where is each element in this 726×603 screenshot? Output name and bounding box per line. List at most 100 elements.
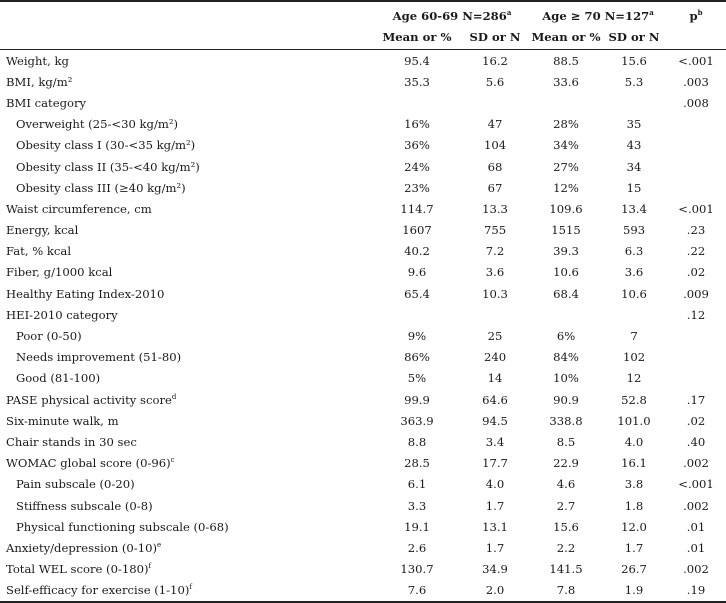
group2-mean-cell: [530, 92, 602, 113]
group2-mean-cell: 2.2: [556, 540, 576, 555]
group1-mean-cell: 95.4: [404, 53, 430, 68]
group2-sd-cell: 34: [626, 159, 642, 174]
p-value-cell: .002: [683, 498, 709, 513]
p-value-cell: .002: [683, 456, 709, 471]
group2-mean-cell: 10%: [553, 371, 579, 386]
row-label-text: Six-minute walk, m: [6, 413, 119, 428]
row-label: Energy, kcal: [0, 220, 374, 241]
group1-mean-cell: 5%: [407, 371, 427, 386]
table-row: Fat, % kcal 40.2 7.2 39.3 6.3 .22: [0, 241, 726, 262]
group2-mean-cell: 90.9: [553, 392, 579, 407]
group1-sd-cell: 47: [487, 117, 503, 132]
table-row: Self-efficacy for exercise (1-10)f 7.6 2.0…: [0, 579, 726, 603]
row-label-text: Pain subscale (0-20): [16, 477, 135, 492]
row-label-text: Fiber, g/1000 kcal: [6, 265, 113, 280]
table-row: Good (81-100) 5% 14 10% 12: [0, 368, 726, 389]
group1-mean-cell: 6.1: [407, 477, 427, 492]
row-label-text: WOMAC global score (0-96): [6, 456, 171, 471]
group1-sd-cell: 34.9: [482, 562, 508, 577]
group1-sd-cell: 3.4: [485, 434, 505, 449]
group1-mean-cell: 40.2: [404, 244, 430, 259]
group2-sd-cell: 7: [630, 329, 638, 344]
table-row: Pain subscale (0-20) 6.1 4.0 4.6 3.8 <.001: [0, 474, 726, 495]
group2-sd-cell: 6.3: [624, 244, 644, 259]
row-label-text: Self-efficacy for exercise (1-10): [6, 583, 190, 598]
group2-mean-cell: 2.7: [556, 498, 576, 513]
group1-mean-header: Mean or %: [374, 27, 460, 50]
row-label: PASE physical activity scored: [0, 389, 374, 410]
group2-sd-cell: 593: [622, 223, 646, 238]
row-label-footnote: e: [157, 541, 162, 550]
group2-sd-cell: 35: [626, 117, 642, 132]
row-label: Weight, kg: [0, 50, 374, 72]
p-value-header-label: p: [689, 9, 698, 23]
group1-sd-cell: 10.3: [482, 286, 508, 301]
group1-mean-cell: 9.6: [407, 265, 427, 280]
row-label-text: Obesity class II (35-<40 kg/m²): [16, 159, 200, 174]
p-value-cell: .009: [683, 286, 709, 301]
group1-mean-cell: [374, 304, 460, 325]
row-label-text: PASE physical activity score: [6, 392, 172, 407]
group1-sd-cell: 104: [483, 138, 507, 153]
group1-mean-cell: 19.1: [404, 519, 430, 534]
group2-sd-cell: 1.9: [602, 579, 667, 603]
group1-mean-cell: 3.3: [407, 498, 427, 513]
table-row: PASE physical activity scored 99.9 64.6 90.…: [0, 389, 726, 410]
group1-mean-cell: 35.3: [404, 74, 430, 89]
group1-sd-cell: 68: [487, 159, 503, 174]
group2-sd-cell: [602, 304, 666, 325]
table-row: Stiffness subscale (0-8) 3.3 1.7 2.7 1.8 .002: [0, 495, 726, 516]
row-label-text: HEI-2010 category: [6, 307, 118, 322]
group2-mean-cell: 15.6: [553, 519, 579, 534]
table-row: Obesity class II (35-<40 kg/m²) 24% 68 27% 3…: [0, 156, 726, 177]
group2-sd-cell: 5.3: [624, 74, 644, 89]
group2-sd-cell: 16.1: [621, 456, 647, 471]
row-label-text: Weight, kg: [6, 53, 69, 68]
p-value-cell: [666, 156, 726, 177]
group1-mean-cell: 9%: [407, 329, 427, 344]
group1-mean-cell: [374, 92, 460, 113]
p-value-cell: <.001: [678, 477, 714, 492]
group2-mean-cell: 22.9: [553, 456, 579, 471]
group1-sd-cell: 5.6: [485, 74, 505, 89]
row-label: Fat, % kcal: [0, 241, 374, 262]
table-row: BMI category .008: [0, 92, 726, 113]
group1-sd-cell: 64.6: [482, 392, 508, 407]
table-row: Physical functioning subscale (0-68) 19.1…: [0, 516, 726, 537]
group2-mean-cell: 39.3: [553, 244, 579, 259]
group2-sd-header: SD or N: [602, 27, 667, 50]
row-label: BMI, kg/m²: [0, 71, 374, 92]
group1-sd-cell: 16.2: [482, 53, 508, 68]
group1-sd-cell: 1.7: [485, 540, 505, 555]
p-value-cell: .22: [686, 244, 706, 259]
group1-sd-header: SD or N: [460, 27, 531, 50]
group1-mean-cell: 28.5: [404, 456, 430, 471]
p-value-cell: .23: [686, 223, 706, 238]
group2-sd-cell: 1.8: [624, 498, 644, 513]
row-label-text: Good (81-100): [16, 371, 101, 386]
row-label: Physical functioning subscale (0-68): [0, 516, 374, 537]
row-label-text: BMI category: [6, 95, 87, 110]
p-value-cell: [666, 177, 726, 198]
group2-mean-cell: 7.8: [530, 579, 603, 603]
group1-mean-cell: 2.6: [407, 540, 427, 555]
group2-mean-cell: 4.6: [556, 477, 576, 492]
p-value-cell: .19: [666, 579, 726, 603]
group1-sd-cell: 13.1: [482, 519, 508, 534]
group2-mean-cell: 84%: [553, 350, 579, 365]
row-label: Obesity class II (35-<40 kg/m²): [0, 156, 374, 177]
group2-sd-cell: 102: [622, 350, 646, 365]
table-row: Overweight (25-<30 kg/m²) 16% 47 28% 35: [0, 114, 726, 135]
row-label-text: Physical functioning subscale (0-68): [16, 519, 229, 534]
row-label: Anxiety/depression (0-10)e: [0, 537, 374, 558]
p-value-cell: [666, 368, 726, 389]
p-value-cell: <.001: [678, 201, 714, 216]
group1-sd-cell: 17.7: [482, 456, 508, 471]
row-label-footnote: c: [170, 456, 175, 465]
p-value-cell: [666, 114, 726, 135]
group2-sd-cell: 3.8: [624, 477, 644, 492]
table-row: Energy, kcal 1607 755 1515 593 .23: [0, 220, 726, 241]
row-label-text: Anxiety/depression (0-10): [6, 540, 158, 555]
row-label-text: Healthy Eating Index-2010: [6, 286, 165, 301]
table-row: WOMAC global score (0-96)c 28.5 17.7 22.9 16…: [0, 453, 726, 474]
